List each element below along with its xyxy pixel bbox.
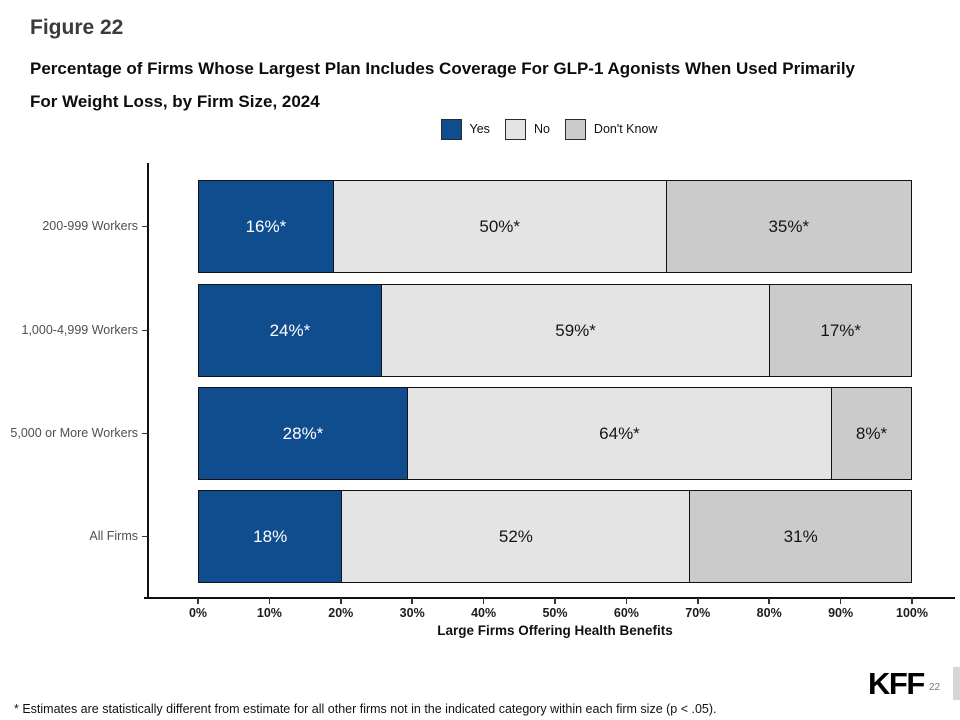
x-axis-tick	[268, 598, 271, 604]
bar-segment-value: 59%*	[555, 320, 596, 340]
x-axis-tick-label: 90%	[828, 606, 854, 620]
bar-segment-value: 8%*	[855, 423, 888, 443]
legend-label: No	[533, 122, 550, 136]
x-axis-tick-label: 70%	[685, 606, 711, 620]
x-axis-tick-label: 40%	[471, 606, 497, 620]
bar-segment-value: 28%*	[282, 423, 324, 443]
scrollbar-thumb[interactable]	[953, 667, 960, 700]
legend-swatch-no	[504, 118, 526, 140]
y-axis-tick	[142, 535, 148, 537]
legend-swatch-don-t-know	[564, 118, 586, 140]
bar-segment-no: 50%*	[332, 181, 666, 272]
legend-item: Yes	[440, 118, 490, 140]
x-axis-tick	[411, 598, 413, 604]
y-axis-label: All Firms	[89, 528, 138, 543]
bar-segment-don-t-know: 17%*	[769, 285, 911, 376]
bar-segment-yes: 24%*	[199, 285, 381, 376]
x-axis-title: Large Firms Offering Health Benefits	[437, 623, 673, 638]
legend-item: Don't Know	[564, 118, 658, 140]
x-axis-tick-label: 100%	[896, 606, 928, 620]
bar-segment-value: 35%*	[768, 216, 810, 236]
x-axis-tick	[768, 598, 770, 604]
y-axis-label: 1,000-4,999 Workers	[21, 322, 139, 337]
bar-segment-yes: 28%*	[199, 388, 407, 479]
bar-row: 24%* 59%* 17%*	[198, 284, 912, 377]
y-axis-tick	[142, 329, 148, 331]
bar-segment-don-t-know: 8%*	[831, 388, 911, 479]
bar-segment-value: 31%	[783, 526, 818, 546]
bar-segment-value: 52%	[498, 526, 533, 546]
x-axis-tick-label: 0%	[188, 606, 208, 620]
kff-logo: KFF	[868, 666, 925, 701]
bar-row: 16%* 50%* 35%*	[198, 180, 912, 273]
x-axis-tick	[839, 598, 842, 604]
x-axis-tick-label: 30%	[399, 606, 425, 620]
x-axis-tick	[554, 598, 556, 604]
y-axis-label: 200-999 Workers	[42, 218, 138, 233]
x-axis-tick	[197, 598, 199, 604]
legend-swatch-yes	[440, 118, 462, 140]
x-axis-tick	[697, 598, 699, 604]
bar-segment-no: 59%*	[380, 285, 770, 376]
chart-title: Percentage of Firms Whose Largest Plan I…	[30, 59, 856, 111]
bar-segment-yes: 18%	[199, 491, 342, 582]
x-axis-tick	[911, 598, 913, 604]
bar-segment-value: 17%*	[820, 320, 862, 340]
x-axis-tick	[340, 598, 342, 604]
y-axis-tick	[142, 432, 148, 434]
bar-segment-value: 18%	[253, 526, 288, 546]
legend-label: Yes	[469, 122, 490, 136]
x-axis-tick-label: 20%	[328, 606, 354, 620]
x-axis-tick-label: 60%	[613, 606, 639, 620]
x-axis-tick	[625, 598, 628, 604]
footnotes: * Estimates are statistically different …	[14, 661, 854, 720]
y-axis-line	[147, 163, 149, 598]
bar-segment-yes: 16%*	[199, 181, 333, 272]
bar-segment-don-t-know: 31%	[689, 491, 911, 582]
x-axis-tick-label: 10%	[256, 606, 282, 620]
legend: Yes No Don't Know	[148, 117, 950, 141]
y-axis-tick	[142, 225, 148, 227]
legend-label: Don't Know	[593, 122, 658, 136]
x-axis-tick	[482, 598, 485, 604]
bar-segment-value: 64%*	[599, 423, 640, 443]
x-axis-tick-label: 80%	[756, 606, 782, 620]
x-axis-tick-label: 50%	[542, 606, 568, 620]
x-axis-line	[144, 597, 955, 599]
bar-segment-value: 16%*	[245, 216, 287, 236]
bar-segment-value: 50%*	[479, 216, 520, 236]
y-axis-label: 5,000 or More Workers	[10, 425, 138, 440]
footnote-significance: * Estimates are statistically different …	[14, 702, 717, 716]
bar-segment-don-t-know: 35%*	[665, 181, 911, 272]
page-number: 22	[929, 682, 941, 693]
bar-segment-value: 24%*	[269, 320, 311, 340]
legend-item: No	[504, 118, 550, 140]
bar-segment-no: 64%*	[406, 388, 832, 479]
bar-segment-no: 52%	[341, 491, 690, 582]
figure-label: Figure 22	[30, 16, 124, 39]
bar-row: 28%* 64%* 8%*	[198, 387, 912, 480]
bar-row: 18% 52% 31%	[198, 490, 912, 583]
